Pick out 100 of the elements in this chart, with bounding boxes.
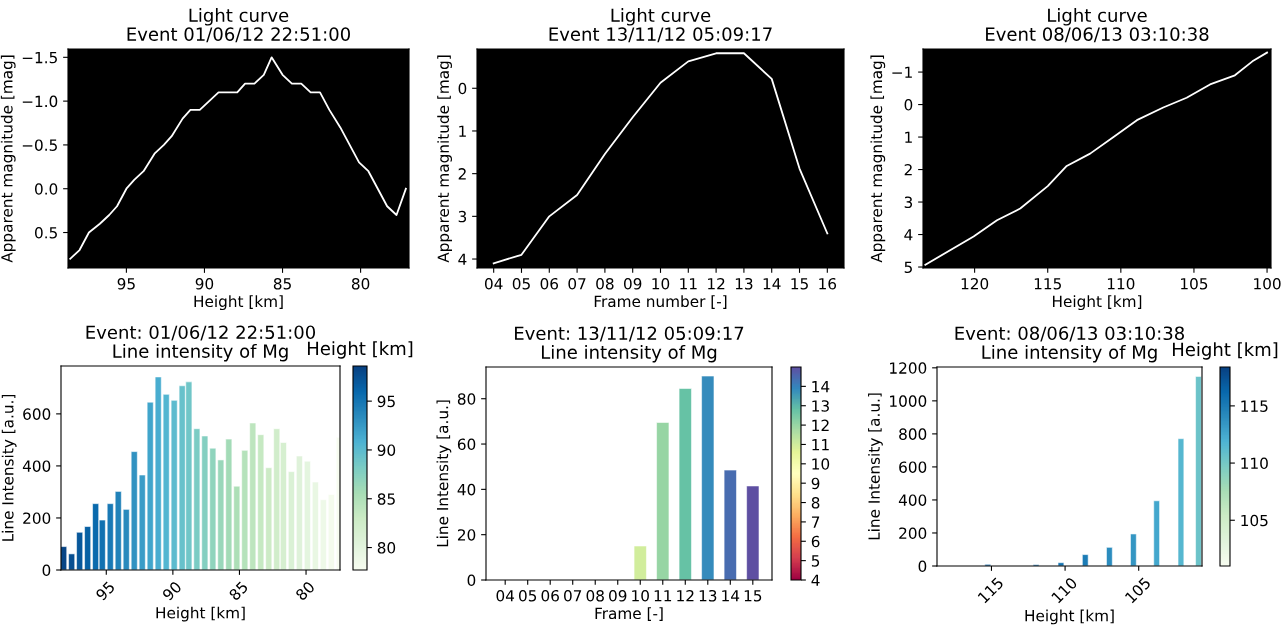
y-tick-label: −1.5 bbox=[22, 51, 57, 64]
y-tick-label: 3 bbox=[904, 196, 913, 209]
color-bar-label: 14 bbox=[812, 381, 830, 393]
x-tick-label: 05 bbox=[512, 277, 530, 290]
x-tick-label: 12 bbox=[677, 589, 694, 602]
x-tick-label: 04 bbox=[496, 589, 515, 602]
x-tick-label: 110 bbox=[1050, 576, 1078, 604]
color-bar-label: 10 bbox=[812, 458, 830, 470]
y-tick-label: 3 bbox=[458, 210, 467, 223]
color-bar-label: 4 bbox=[811, 574, 820, 586]
y-tick-label: 400 bbox=[22, 460, 51, 472]
chart-title: Light curve bbox=[189, 8, 289, 26]
color-bar-title: Height [km] bbox=[1172, 342, 1278, 360]
x-tick-label: 100 bbox=[1254, 277, 1281, 290]
chart-title: Light curve bbox=[611, 8, 711, 26]
y-tick-label: 20 bbox=[457, 529, 476, 541]
x-tick-label: 15 bbox=[744, 590, 762, 602]
x-tick-label: 90 bbox=[161, 580, 183, 602]
y-tick-label: 40 bbox=[457, 483, 476, 496]
color-bar-label: 90 bbox=[377, 444, 396, 456]
y-axis-title: Line Intensity [a.u.] bbox=[868, 393, 883, 540]
x-tick-label: 12 bbox=[708, 277, 725, 290]
x-axis-title: Height [km] bbox=[1025, 609, 1114, 625]
x-tick-label: 09 bbox=[609, 589, 627, 602]
chart-subtitle: Line intensity of Mg bbox=[541, 344, 717, 363]
chart-title: Light curve bbox=[1048, 8, 1147, 26]
chart-subtitle: Line intensity of Mg bbox=[982, 344, 1157, 363]
x-tick-label: 10 bbox=[632, 589, 649, 602]
x-tick-label: 105 bbox=[1181, 277, 1208, 290]
y-tick-label: 600 bbox=[23, 408, 51, 420]
y-tick-label: 200 bbox=[23, 512, 51, 524]
x-tick-label: 15 bbox=[791, 278, 808, 290]
y-tick-label: 0 bbox=[458, 82, 467, 95]
x-axis-title: Height [km] bbox=[194, 295, 283, 311]
chart-subtitle: Event 13/11/12 05:09:17 bbox=[549, 27, 772, 43]
x-tick-label: 11 bbox=[680, 278, 697, 290]
y-tick-label: 1 bbox=[905, 131, 912, 143]
y-tick-label: −1.0 bbox=[22, 95, 58, 108]
x-tick-label: 14 bbox=[722, 590, 740, 602]
x-tick-label: 120 bbox=[961, 277, 989, 290]
y-axis-title: Line Intensity [a.u.] bbox=[436, 400, 452, 547]
x-tick-label: 13 bbox=[735, 277, 753, 290]
x-axis-title: Frame number [-] bbox=[594, 295, 727, 309]
x-tick-label: 10 bbox=[652, 277, 670, 290]
y-tick-label: 0.0 bbox=[34, 183, 58, 195]
y-tick-label: 4 bbox=[904, 229, 913, 241]
x-tick-label: 07 bbox=[568, 277, 586, 290]
y-tick-label: 60 bbox=[457, 438, 476, 451]
color-bar-label: 9 bbox=[811, 477, 820, 490]
chart-subtitle: Event 01/06/12 22:51:00 bbox=[127, 27, 350, 43]
x-tick-label: 95 bbox=[95, 580, 116, 602]
color-bar-label: 12 bbox=[812, 419, 829, 431]
y-tick-label: 2 bbox=[904, 164, 912, 176]
color-bar-label: 80 bbox=[377, 542, 396, 554]
y-tick-label: −1 bbox=[892, 66, 912, 78]
x-tick-label: 110 bbox=[1107, 277, 1135, 290]
chart-title: Event: 01/06/12 22:51:00 bbox=[86, 325, 316, 341]
y-axis-title: Apparent magnitude [mag] bbox=[0, 55, 16, 263]
y-axis-title: Apparent magnitude [mag] bbox=[870, 55, 886, 263]
x-tick-label: 95 bbox=[117, 277, 135, 290]
y-tick-label: 1200 bbox=[890, 362, 927, 374]
color-bar-label: 85 bbox=[377, 493, 395, 505]
y-tick-label: 4 bbox=[458, 253, 467, 265]
color-bar-label: 105 bbox=[1241, 514, 1268, 527]
color-bar-label: 13 bbox=[812, 400, 829, 412]
x-axis-title: Frame [-] bbox=[595, 607, 663, 621]
y-tick-label: 400 bbox=[898, 494, 927, 506]
x-tick-label: 04 bbox=[484, 277, 503, 290]
y-tick-label: 2 bbox=[458, 168, 466, 180]
x-tick-label: 05 bbox=[518, 589, 537, 602]
x-tick-label: 11 bbox=[654, 590, 672, 602]
color-bar-label: 115 bbox=[1241, 400, 1268, 412]
x-tick-label: 08 bbox=[586, 589, 604, 602]
x-tick-label: 14 bbox=[763, 278, 781, 290]
y-tick-label: 0.5 bbox=[34, 226, 57, 239]
y-tick-label: 1000 bbox=[890, 395, 927, 407]
y-tick-label: 200 bbox=[899, 527, 927, 539]
x-tick-label: 16 bbox=[819, 277, 837, 290]
x-tick-label: 85 bbox=[273, 277, 291, 290]
x-tick-label: 13 bbox=[699, 589, 717, 602]
y-tick-label: 0 bbox=[918, 560, 927, 573]
color-bar-label: 110 bbox=[1241, 457, 1268, 470]
y-tick-label: 0 bbox=[42, 564, 51, 577]
y-tick-label: 5 bbox=[904, 261, 912, 274]
color-bar-label: 95 bbox=[377, 395, 395, 408]
x-tick-label: 06 bbox=[541, 589, 559, 602]
y-tick-label: 0 bbox=[467, 574, 476, 587]
y-tick-label: 0 bbox=[904, 99, 913, 111]
chart-subtitle: Event 08/06/13 03:10:38 bbox=[986, 27, 1209, 43]
y-axis-title: Apparent magnitude [mag] bbox=[437, 55, 452, 263]
x-tick-label: 09 bbox=[623, 277, 642, 290]
color-bar-label: 8 bbox=[811, 497, 820, 509]
x-tick-label: 80 bbox=[351, 277, 370, 290]
y-tick-label: −0.5 bbox=[22, 139, 57, 151]
color-bar-label: 6 bbox=[811, 535, 820, 548]
chart-title: Event: 08/06/13 03:10:38 bbox=[955, 326, 1184, 342]
x-axis-title: Height [km] bbox=[156, 606, 245, 622]
color-bar-label: 11 bbox=[812, 439, 829, 451]
y-tick-label: 600 bbox=[899, 461, 927, 473]
x-tick-label: 06 bbox=[540, 277, 559, 290]
